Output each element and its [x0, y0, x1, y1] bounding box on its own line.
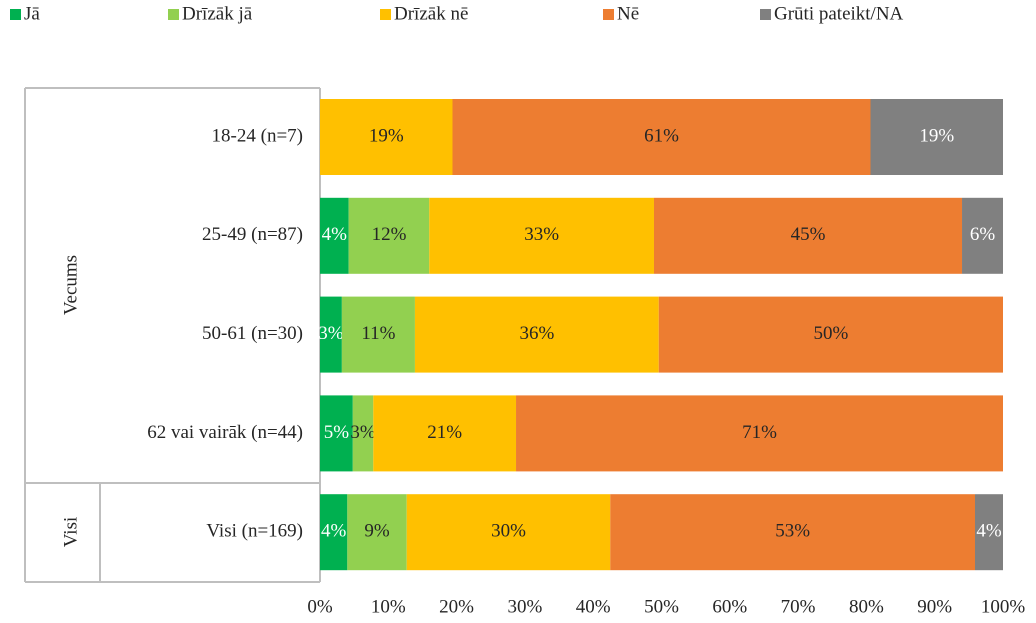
bar-segment: [341, 296, 415, 373]
x-tick-label: 80%: [849, 596, 884, 617]
value-label: 19%: [369, 125, 404, 146]
x-tick-label: 60%: [712, 596, 747, 617]
value-label: 33%: [524, 224, 559, 245]
x-tick-label: 0%: [307, 596, 333, 617]
y-tick-label: 50-61 (n=30): [202, 323, 303, 344]
x-tick-label: 10%: [371, 596, 406, 617]
value-label: 30%: [491, 521, 526, 542]
value-label: 53%: [775, 521, 810, 542]
value-label: 71%: [742, 422, 777, 443]
value-label: 9%: [364, 521, 390, 542]
group-label: Vecums: [60, 255, 81, 315]
x-tick-label: 90%: [917, 596, 952, 617]
value-label: 61%: [644, 125, 679, 146]
bar-segment: [452, 99, 871, 175]
legend-label: Drīzāk nē: [394, 3, 468, 24]
bar-segment: [962, 197, 1003, 274]
x-tick-label: 70%: [781, 596, 816, 617]
x-tick-label: 20%: [439, 596, 474, 617]
value-label: 36%: [519, 323, 554, 344]
value-label: 11%: [361, 323, 395, 344]
value-label: 21%: [427, 422, 462, 443]
bar-segment: [373, 395, 517, 472]
bar-segment: [347, 494, 407, 571]
legend-swatch: [168, 9, 179, 20]
legend-label: Grūti pateikt/NA: [774, 3, 904, 24]
legend-swatch: [760, 9, 771, 20]
bar-segment: [610, 494, 975, 571]
bar-segment: [320, 99, 453, 175]
legend-swatch: [380, 9, 391, 20]
y-tick-label: 18-24 (n=7): [212, 125, 303, 146]
value-label: 6%: [970, 224, 996, 245]
value-label: 5%: [324, 422, 350, 443]
bar-segment: [320, 494, 348, 571]
bar-segment: [320, 197, 349, 274]
legend-label: Jā: [24, 3, 40, 24]
legend-swatch: [10, 9, 21, 20]
y-tick-label: 62 vai vairāk (n=44): [147, 422, 303, 443]
value-label: 4%: [321, 521, 347, 542]
legend-label: Nē: [617, 3, 639, 24]
value-label: 4%: [976, 521, 1002, 542]
bar-segment: [870, 99, 1003, 175]
bar-segment: [429, 197, 654, 274]
bar-segment: [974, 494, 1003, 571]
value-label: 3%: [318, 323, 344, 344]
bar-segment: [352, 395, 374, 472]
bar-segment: [406, 494, 611, 571]
x-tick-label: 50%: [644, 596, 679, 617]
bar-segment: [658, 296, 1003, 373]
bar-segment: [320, 395, 353, 472]
bar-segment: [653, 197, 963, 274]
bar-segment: [516, 395, 1003, 472]
value-label: 45%: [791, 224, 826, 245]
value-label: 19%: [919, 125, 954, 146]
value-label: 4%: [322, 224, 348, 245]
value-label: 12%: [372, 224, 407, 245]
bar-segment: [414, 296, 659, 373]
value-label: 3%: [350, 422, 376, 443]
y-tick-label: Visi (n=169): [206, 521, 303, 542]
group-label: Visi: [60, 517, 81, 548]
bar-segment: [348, 197, 430, 274]
value-label: 50%: [813, 323, 848, 344]
x-tick-label: 100%: [981, 596, 1026, 617]
x-tick-label: 30%: [507, 596, 542, 617]
y-tick-label: 25-49 (n=87): [202, 224, 303, 245]
legend-swatch: [603, 9, 614, 20]
bar-segment: [320, 296, 342, 373]
x-tick-label: 40%: [576, 596, 611, 617]
legend-label: Drīzāk jā: [182, 3, 253, 24]
